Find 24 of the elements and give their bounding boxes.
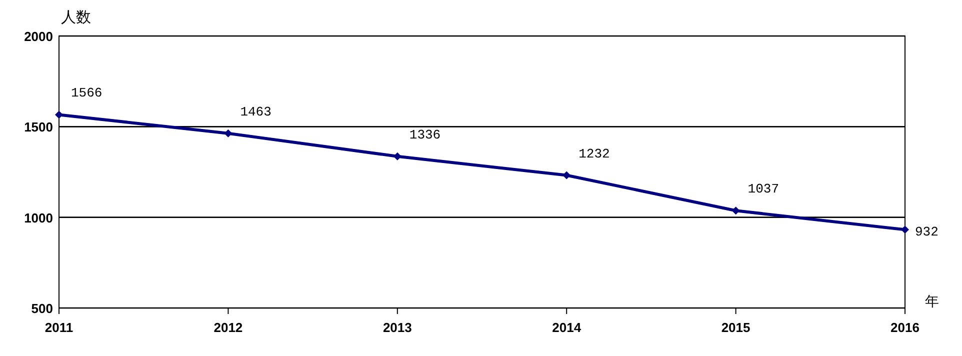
x-tick-label: 2015 bbox=[721, 320, 750, 335]
x-tick-label: 2016 bbox=[890, 320, 920, 335]
y-tick-label: 1000 bbox=[24, 210, 53, 226]
y-axis-title: 人数 bbox=[61, 9, 91, 26]
x-axis-title: 年 bbox=[925, 293, 939, 309]
y-tick-label: 500 bbox=[31, 301, 53, 316]
y-tick-label: 2000 bbox=[24, 29, 53, 44]
point bbox=[562, 171, 571, 180]
point bbox=[224, 129, 232, 138]
data-label: 1463 bbox=[240, 104, 272, 120]
data-label: 1232 bbox=[578, 146, 610, 162]
point bbox=[901, 226, 909, 234]
point bbox=[393, 152, 402, 160]
point bbox=[55, 110, 63, 119]
data-label: 1336 bbox=[409, 127, 441, 142]
x-tick-label: 2014 bbox=[552, 320, 582, 335]
point bbox=[732, 206, 740, 215]
data-label: 932 bbox=[915, 224, 938, 240]
x-tick-label: 2013 bbox=[382, 320, 412, 335]
data-label: 1037 bbox=[748, 182, 780, 197]
x-tick-label: 2012 bbox=[214, 320, 243, 335]
data-label: 1566 bbox=[71, 86, 102, 101]
x-tick-label: 2011 bbox=[44, 320, 74, 335]
y-tick-label: 1500 bbox=[24, 120, 53, 135]
